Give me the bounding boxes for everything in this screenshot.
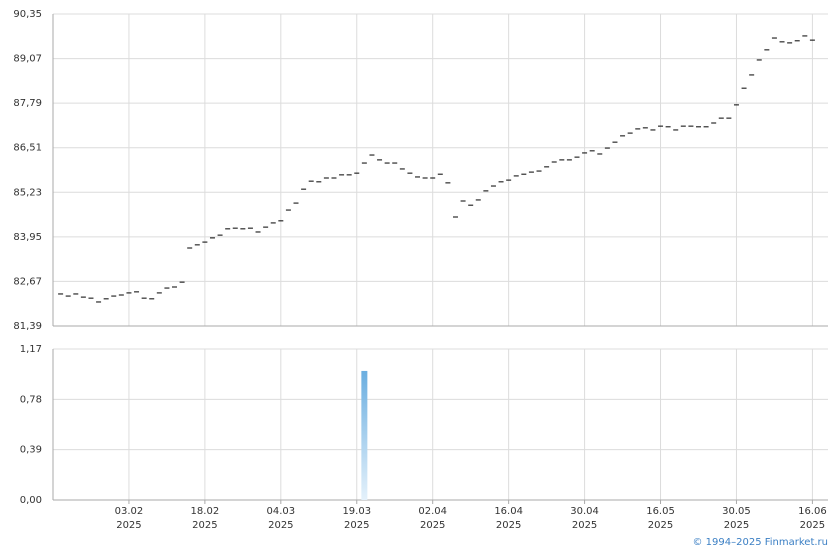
x-tick-label: 03.02 bbox=[115, 506, 144, 517]
x-tick-label: 02.04 bbox=[418, 506, 447, 517]
x-tick-label: 16.06 bbox=[798, 506, 827, 517]
x-tick-label: 16.04 bbox=[494, 506, 523, 517]
x-tick-label: 30.05 bbox=[722, 506, 751, 517]
y-tick-label: 0,78 bbox=[20, 394, 42, 405]
y-tick-label: 87,79 bbox=[13, 98, 42, 109]
x-tick-label: 30.04 bbox=[570, 506, 599, 517]
x-tick-label: 2025 bbox=[268, 520, 293, 531]
x-tick-label: 04.03 bbox=[267, 506, 296, 517]
y-tick-label: 81,39 bbox=[13, 321, 42, 332]
y-tick-label: 86,51 bbox=[13, 143, 42, 154]
y-tick-label: 89,07 bbox=[13, 54, 42, 65]
volume-bar bbox=[361, 370, 368, 500]
x-tick-label: 2025 bbox=[344, 520, 369, 531]
x-tick-label: 2025 bbox=[572, 520, 597, 531]
x-tick-label: 2025 bbox=[648, 520, 673, 531]
y-tick-label: 0,39 bbox=[20, 445, 42, 456]
x-tick-label: 18.02 bbox=[191, 506, 220, 517]
y-tick-label: 83,95 bbox=[13, 232, 42, 243]
footer-link[interactable]: © 1994–2025 Finmarket.ru bbox=[692, 537, 828, 548]
x-tick-label: 19.03 bbox=[342, 506, 371, 517]
x-tick-label: 2025 bbox=[192, 520, 217, 531]
y-tick-label: 82,67 bbox=[13, 276, 42, 287]
y-tick-label: 1,17 bbox=[20, 344, 42, 355]
y-tick-label: 85,23 bbox=[13, 187, 42, 198]
x-tick-label: 2025 bbox=[800, 520, 825, 531]
x-tick-label: 2025 bbox=[496, 520, 521, 531]
y-tick-label: 0,00 bbox=[20, 495, 42, 506]
y-tick-label: 90,35 bbox=[13, 9, 42, 20]
x-tick-label: 2025 bbox=[116, 520, 141, 531]
x-tick-label: 2025 bbox=[724, 520, 749, 531]
x-tick-label: 2025 bbox=[420, 520, 445, 531]
x-tick-label: 16.05 bbox=[646, 506, 675, 517]
